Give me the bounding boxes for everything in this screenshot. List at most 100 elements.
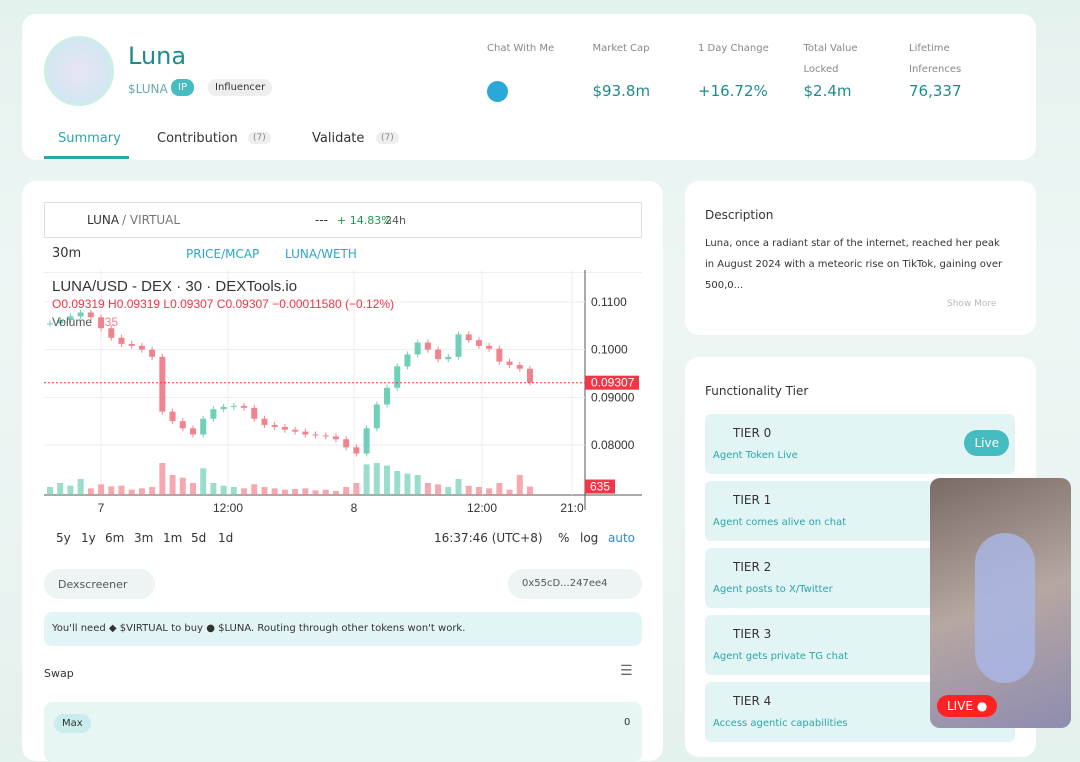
volume-bar (108, 486, 115, 495)
candle (179, 421, 186, 429)
volume-bar (322, 489, 329, 495)
price-tag-label: 0.09307 (591, 376, 635, 390)
range-button[interactable]: 1y (81, 531, 96, 545)
candle (384, 387, 391, 405)
address[interactable]: 0x55cD...247ee4 (508, 569, 642, 599)
change: + 14.83% (337, 214, 392, 227)
scale-option[interactable]: % (558, 531, 570, 545)
range-button[interactable]: 1m (163, 531, 183, 545)
avatar-figure (975, 533, 1035, 683)
ohlc-legend: O0.09319 H0.09319 L0.09307 C0.09307 −0.0… (52, 297, 394, 311)
candle (414, 342, 421, 355)
volume-tag-label: 635 (590, 480, 610, 494)
candle (424, 342, 431, 350)
description-text: Luna, once a radiant star of the interne… (705, 238, 1003, 291)
volume-bar (353, 483, 360, 495)
candle (486, 345, 493, 349)
volume-bar (261, 487, 268, 495)
volume-bar (465, 485, 472, 495)
tier-row: TIER 0 Agent Token Live Live (705, 414, 1015, 474)
volume-bar (404, 473, 411, 495)
stat-label: 1 Day Change (698, 43, 769, 54)
stat-label: Market Cap (592, 43, 650, 54)
volume-bar (230, 487, 237, 495)
range-button[interactable]: 1d (218, 531, 234, 545)
volume-bar (241, 488, 248, 495)
x-tick-label: 21:0 (560, 501, 584, 515)
tab[interactable]: Validate (312, 131, 365, 146)
candle (77, 312, 84, 317)
dex-link[interactable]: Dexscreener (44, 569, 155, 599)
volume-value: 635 (98, 315, 118, 329)
divider (44, 272, 642, 273)
notice-text: to buy (171, 623, 204, 634)
volume-bar (373, 463, 380, 495)
tier-name: TIER 1 (733, 493, 772, 507)
range-button[interactable]: 6m (105, 531, 125, 545)
max-button[interactable]: Max (54, 714, 91, 733)
period: 24h (385, 214, 406, 227)
tier-status[interactable]: Live (964, 430, 1009, 456)
candle (394, 366, 401, 388)
x-tick-label: 7 (98, 501, 105, 515)
tab[interactable]: Summary (58, 131, 121, 146)
volume-bar (414, 475, 421, 495)
candle (363, 428, 370, 454)
volume-bar (77, 479, 84, 495)
tier-desc: Agent comes alive on chat (713, 517, 847, 528)
avatar (44, 36, 114, 106)
candle (496, 348, 503, 362)
volume-bar (118, 485, 125, 495)
settings-icon[interactable]: ☰ (620, 663, 633, 679)
interval[interactable]: 30m (52, 246, 82, 261)
volume-tag (585, 479, 615, 494)
telegram-icon[interactable] (487, 81, 508, 102)
stat-value: $93.8m (592, 82, 651, 100)
pair-bar: LUNA / VIRTUAL --- + 14.83% 24h (44, 202, 642, 238)
badge: Influencer (208, 79, 273, 96)
scale-option[interactable]: log (580, 531, 599, 545)
volume-bar (210, 483, 217, 495)
show-more[interactable]: Show More (947, 299, 997, 309)
volume-bar (292, 489, 299, 495)
trade-card: LUNA / VIRTUAL --- + 14.83% 24h 30m PRIC… (22, 181, 663, 762)
candle (87, 312, 94, 318)
tab[interactable]: Contribution (157, 131, 238, 146)
volume-bar (486, 488, 493, 495)
candle (435, 349, 442, 360)
toolbar-button[interactable]: LUNA/WETH (285, 247, 357, 261)
candle (241, 405, 248, 408)
volume-bar (179, 477, 186, 495)
notice: You'll need ◆ $VIRTUAL to buy ● $LUNA. R… (44, 612, 642, 646)
candle (47, 323, 53, 325)
tier-name: TIER 4 (733, 694, 772, 708)
range-button[interactable]: 3m (134, 531, 154, 545)
candle (455, 334, 462, 357)
live-video[interactable]: LIVE ● (930, 478, 1071, 728)
tier-name: TIER 0 (733, 426, 772, 440)
candle (57, 320, 64, 324)
candle (200, 418, 207, 435)
candle (251, 407, 258, 419)
volume-bar (251, 484, 258, 495)
toolbar-button[interactable]: PRICE/MCAP (186, 247, 260, 261)
y-tick-label: 0.1100 (591, 295, 627, 309)
candle (138, 345, 145, 350)
volume-bar (67, 485, 74, 495)
tier-desc: Agent gets private TG chat (713, 651, 849, 662)
range-button[interactable]: 5y (56, 531, 71, 545)
description-card: Description Luna, once a radiant star of… (685, 181, 1036, 335)
scale-option[interactable]: auto (608, 531, 636, 545)
candle (527, 368, 533, 383)
ticker: $LUNA (128, 82, 168, 96)
candle (118, 337, 125, 344)
candle (230, 405, 237, 407)
range-button[interactable]: 5d (191, 531, 207, 545)
candle (189, 428, 196, 435)
volume-bar (527, 486, 533, 495)
candle (159, 356, 166, 412)
candle (302, 431, 309, 435)
volume-bar (435, 484, 442, 495)
volume-bar (302, 488, 309, 495)
stat-label: Chat With Me (487, 43, 555, 54)
